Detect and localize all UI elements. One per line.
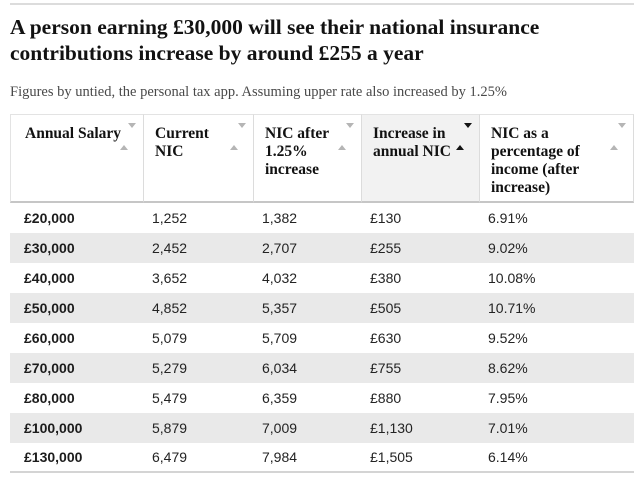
- sort-icon-active: [456, 123, 472, 150]
- cell-annual-salary: £100,000: [10, 413, 144, 443]
- cell-increase: £880: [362, 383, 480, 413]
- column-header-increase-in-annual-nic[interactable]: Increase in annual NIC: [362, 114, 480, 203]
- cell-nic-after: 6,359: [254, 383, 362, 413]
- column-header-annual-salary[interactable]: Annual Salary: [10, 114, 144, 203]
- cell-increase: £630: [362, 323, 480, 353]
- column-header-label: NIC as a percentage of income (after inc…: [491, 125, 580, 196]
- cell-annual-salary: £70,000: [10, 353, 144, 383]
- cell-percentage: 7.01%: [480, 413, 634, 443]
- cell-percentage: 9.02%: [480, 233, 634, 263]
- cell-increase: £130: [362, 203, 480, 233]
- cell-increase: £255: [362, 233, 480, 263]
- nic-table-body: £20,000 1,252 1,382 £130 6.91% £30,000 2…: [10, 203, 634, 473]
- sort-icon: [610, 123, 626, 150]
- column-header-nic-after-increase[interactable]: NIC after 1.25% increase: [254, 114, 362, 203]
- cell-nic-after: 2,707: [254, 233, 362, 263]
- cell-percentage: 7.95%: [480, 383, 634, 413]
- article-page: A person earning £30,000 will see their …: [0, 3, 639, 482]
- table-row: £130,000 6,479 7,984 £1,505 6.14%: [10, 443, 634, 473]
- cell-annual-salary: £50,000: [10, 293, 144, 323]
- page-title-line-2: contributions increase by around £255 a …: [10, 41, 424, 65]
- cell-current-nic: 5,279: [144, 353, 254, 383]
- cell-annual-salary: £130,000: [10, 443, 144, 473]
- cell-increase: £505: [362, 293, 480, 323]
- cell-percentage: 8.62%: [480, 353, 634, 383]
- page-title-line-1: A person earning £30,000 will see their …: [10, 15, 540, 39]
- cell-increase: £380: [362, 263, 480, 293]
- cell-percentage: 6.91%: [480, 203, 634, 233]
- cell-percentage: 10.71%: [480, 293, 634, 323]
- header-row: Annual Salary Current NIC NIC after 1.25…: [10, 114, 634, 203]
- cell-percentage: 9.52%: [480, 323, 634, 353]
- cell-current-nic: 5,879: [144, 413, 254, 443]
- column-header-label: Increase in annual NIC: [373, 125, 451, 160]
- nic-table-header: Annual Salary Current NIC NIC after 1.25…: [10, 114, 634, 203]
- cell-current-nic: 3,652: [144, 263, 254, 293]
- column-header-label: Current NIC: [155, 125, 209, 160]
- table-row: £60,000 5,079 5,709 £630 9.52%: [10, 323, 634, 353]
- cell-current-nic: 2,452: [144, 233, 254, 263]
- cell-annual-salary: £80,000: [10, 383, 144, 413]
- sort-icon: [230, 123, 246, 150]
- table-row: £20,000 1,252 1,382 £130 6.91%: [10, 203, 634, 233]
- cell-increase: £755: [362, 353, 480, 383]
- source-note: Figures by untied, the personal tax app.…: [10, 84, 507, 100]
- nic-table: Annual Salary Current NIC NIC after 1.25…: [10, 114, 634, 473]
- column-header-label: NIC after 1.25% increase: [265, 125, 329, 178]
- column-header-current-nic[interactable]: Current NIC: [144, 114, 254, 203]
- cell-nic-after: 1,382: [254, 203, 362, 233]
- cell-increase: £1,130: [362, 413, 480, 443]
- table-row: £30,000 2,452 2,707 £255 9.02%: [10, 233, 634, 263]
- sort-icon: [338, 123, 354, 150]
- cell-nic-after: 6,034: [254, 353, 362, 383]
- cell-annual-salary: £60,000: [10, 323, 144, 353]
- sort-icon: [120, 123, 136, 150]
- cell-nic-after: 4,032: [254, 263, 362, 293]
- table-row: £40,000 3,652 4,032 £380 10.08%: [10, 263, 634, 293]
- table-row: £70,000 5,279 6,034 £755 8.62%: [10, 353, 634, 383]
- cell-current-nic: 1,252: [144, 203, 254, 233]
- cell-current-nic: 4,852: [144, 293, 254, 323]
- table-row: £50,000 4,852 5,357 £505 10.71%: [10, 293, 634, 323]
- cell-nic-after: 5,709: [254, 323, 362, 353]
- table-row: £80,000 5,479 6,359 £880 7.95%: [10, 383, 634, 413]
- cell-annual-salary: £40,000: [10, 263, 144, 293]
- cell-annual-salary: £30,000: [10, 233, 144, 263]
- cell-increase: £1,505: [362, 443, 480, 473]
- table-row: £100,000 5,879 7,009 £1,130 7.01%: [10, 413, 634, 443]
- cell-percentage: 6.14%: [480, 443, 634, 473]
- column-header-nic-percentage-of-income[interactable]: NIC as a percentage of income (after inc…: [480, 114, 634, 203]
- cell-annual-salary: £20,000: [10, 203, 144, 233]
- cell-current-nic: 5,479: [144, 383, 254, 413]
- cell-current-nic: 6,479: [144, 443, 254, 473]
- cell-nic-after: 7,984: [254, 443, 362, 473]
- cell-percentage: 10.08%: [480, 263, 634, 293]
- cell-nic-after: 5,357: [254, 293, 362, 323]
- column-header-label: Annual Salary: [25, 125, 122, 142]
- top-divider-rule: [10, 3, 634, 5]
- cell-nic-after: 7,009: [254, 413, 362, 443]
- page-title: A person earning £30,000 will see their …: [10, 14, 629, 66]
- cell-current-nic: 5,079: [144, 323, 254, 353]
